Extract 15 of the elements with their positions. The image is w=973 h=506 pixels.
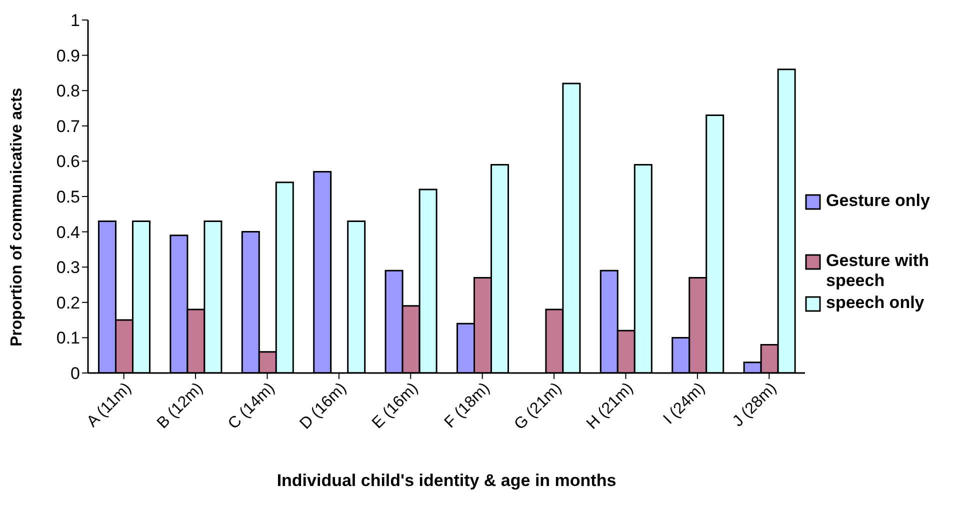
y-tick-label: 0.1 [56,328,80,348]
y-tick-label: 0.2 [56,293,80,312]
legend-label: speech only [826,293,924,313]
y-tick-label: 0.9 [56,46,80,66]
y-tick-label: 0.7 [56,116,80,136]
y-tick-label: 1 [70,11,80,30]
legend-label: Gesture only [826,191,930,211]
y-tick-label: 0.3 [56,258,80,278]
y-tick-label: 0.6 [56,152,80,172]
y-tick-label: 0 [70,364,80,384]
y-tick-label: 0.4 [56,222,80,242]
y-tick-label: 0.8 [56,82,80,101]
y-axis-title: Proportion of communicative acts [8,88,26,346]
x-axis-title: Individual child's identity & age in months [276,471,616,490]
y-tick-label: 0.5 [56,188,80,207]
